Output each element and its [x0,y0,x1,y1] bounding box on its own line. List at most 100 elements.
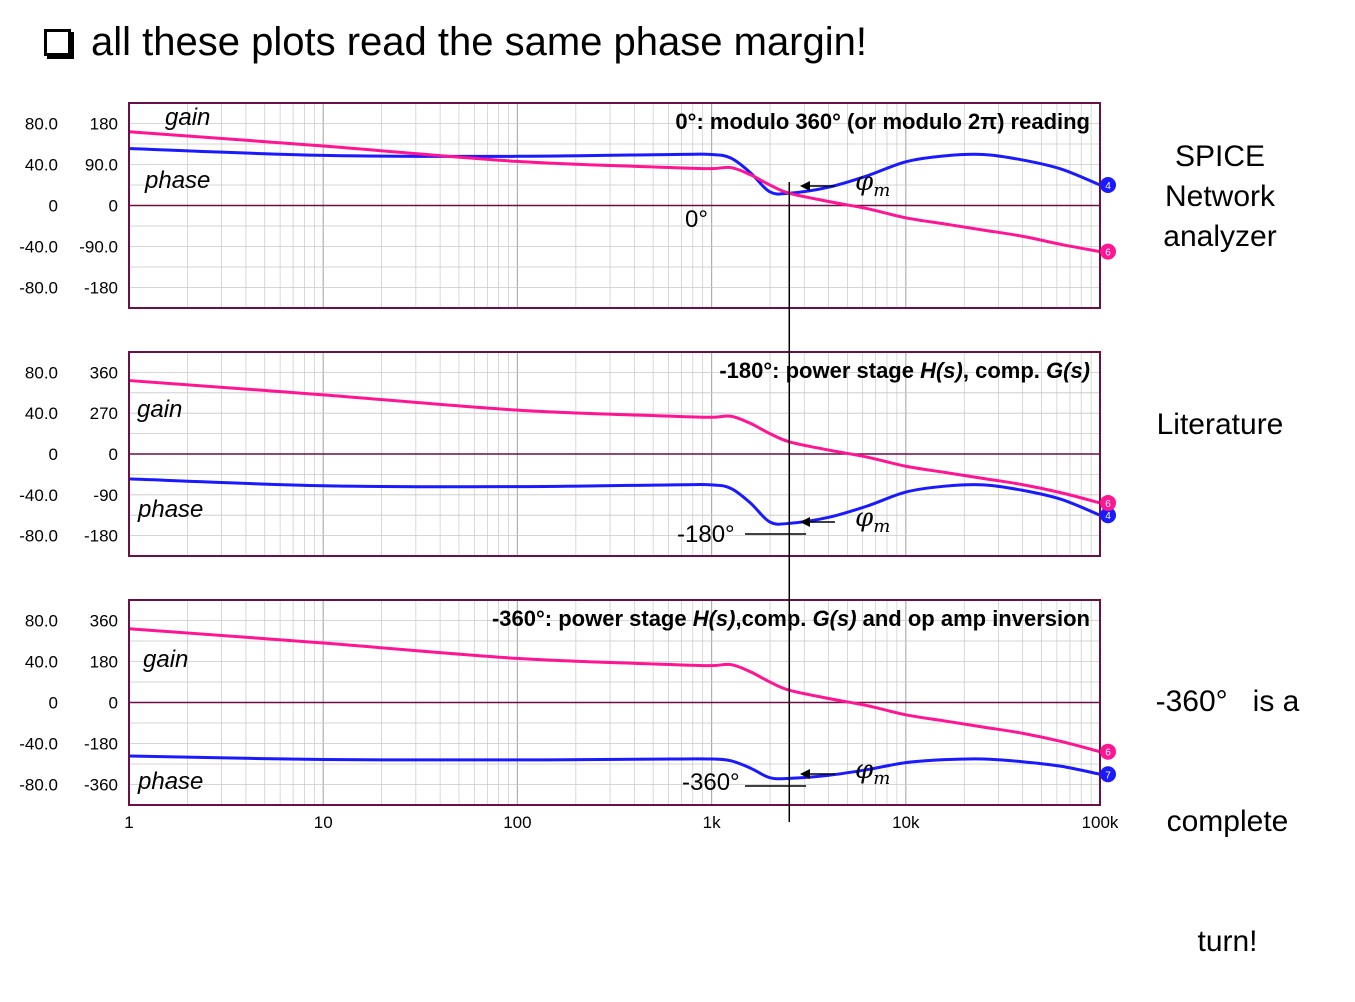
phase-curve [128,477,1101,526]
title-part: G(s) [813,606,857,631]
x-tick-label: 100k [1082,813,1119,832]
title-part: ,comp. [736,606,813,631]
phase-tick-label: 360 [90,363,118,382]
side-line: complete [1166,805,1289,838]
phase-label: phase [144,167,210,194]
phase-tick-label: 270 [90,404,118,423]
panel-1 [128,102,1116,309]
title-part: and op amp inversion [857,606,1090,631]
title-part: -360°: power stage [492,606,693,631]
panel-title: -360°: power stage H(s),comp. G(s) and o… [492,606,1090,631]
gain-tick-label: -80.0 [19,776,58,795]
gain-tick-label: 0 [49,197,58,216]
title-part: G(s) [1046,358,1090,383]
arrow-head [800,517,810,527]
bode-plots: 80.0 180 40.0 90.0 0 0 -40.0 -90.0 -80.0 -180 0°: … [19,102,1119,832]
gain-end-marker [1100,494,1116,511]
side-line: turn! [1197,925,1258,958]
side-text-2: Literature [1130,405,1310,445]
x-tick-label: 10k [892,813,920,832]
gain-label: gain [165,104,210,131]
phase-tick-label: -90.0 [79,238,118,257]
phase-curve [128,147,1101,196]
side-text-1: SPICE Network analyzer [1140,137,1300,257]
phase-curve [128,754,1101,781]
plot-frame [128,599,1101,806]
checkbox-icon [44,29,71,56]
phase-label: phase [137,768,203,795]
gain-tick-label: 80.0 [25,115,58,134]
side-line: Literature [1156,408,1284,441]
gain-end-marker-label: 6 [1105,748,1111,759]
gain-curve [128,627,1101,754]
gain-tick-label: -80.0 [19,279,58,298]
panel-title: -180°: power stage H(s), comp. G(s) [719,358,1090,383]
gain-tick-label: 80.0 [25,363,58,382]
side-line: -360° is a [1155,685,1300,718]
headline: all these plots read the same phase marg… [44,20,867,65]
phase-tick-label: -180 [84,735,118,754]
gain-label: gain [143,646,188,673]
phase-ref-label: -180° [677,521,735,548]
side-line: SPICE [1174,140,1266,173]
gain-tick-label: 40.0 [25,156,58,175]
phase-tick-label: 0 [109,694,118,713]
phase-tick-label: 0 [109,445,118,464]
phase-tick-label: 180 [90,653,118,672]
phase-tick-label: -180 [84,279,118,298]
gain-tick-label: -40.0 [19,735,58,754]
gain-tick-label: 40.0 [25,653,58,672]
phase-tick-label: 180 [90,115,118,134]
phase-margin-subscript: m [873,180,890,201]
phase-end-marker [1100,177,1116,193]
phase-margin-label: φm [855,503,890,537]
phase-ref-label: -360° [682,769,740,796]
phase-margin-label: φm [855,167,890,201]
gain-tick-label: -80.0 [19,527,58,546]
phase-tick-label: 90.0 [85,156,118,175]
panel-2 [128,351,1116,557]
x-tick-label: 1 [124,813,133,832]
gain-tick-label: -40.0 [19,238,58,257]
phase-end-marker-label: 4 [1105,511,1111,522]
phase-tick-label: 360 [90,612,118,631]
gain-curve [128,130,1101,254]
gain-tick-label: 80.0 [25,612,58,631]
title-part: -180°: power stage [719,358,920,383]
gain-tick-label: 0 [49,694,58,713]
phase-end-marker [1100,766,1116,783]
phase-end-marker-label: 7 [1105,770,1111,781]
phase-label: phase [137,496,203,523]
x-tick-label: 1k [703,813,721,832]
phase-tick-label: -360 [84,776,118,795]
phase-tick-label: 0 [109,197,118,216]
gain-tick-label: 0 [49,445,58,464]
side-line: analyzer [1163,220,1277,253]
gain-end-marker-label: 6 [1105,248,1111,259]
gain-label: gain [137,396,182,423]
phase-end-marker [1100,507,1116,524]
gain-tick-label: -40.0 [19,486,58,505]
gain-end-marker [1100,743,1116,760]
side-text-3: -360° is a complete turn! [1135,602,1320,1002]
plot-frame [128,351,1101,557]
x-tick-label: 10 [314,813,333,832]
phase-ref-label: 0° [685,206,708,233]
title-part: H(s) [693,606,736,631]
panel-title: 0°: modulo 360° (or modulo 2π) reading [675,109,1090,134]
gain-tick-label: 40.0 [25,404,58,423]
arrow-head [800,181,810,191]
headline-text: all these plots read the same phase marg… [91,20,867,64]
gain-curve [128,379,1101,505]
panel-3 [128,599,1116,806]
phase-tick-label: -180 [84,527,118,546]
title-part: , comp. [963,358,1046,383]
phase-end-marker-label: 4 [1105,181,1111,192]
gain-end-marker-label: 6 [1105,499,1111,510]
title-part: H(s) [920,358,963,383]
gain-end-marker [1100,243,1116,260]
x-tick-label: 100 [503,813,531,832]
phase-margin-subscript: m [873,516,890,537]
phase-margin-label: φm [855,755,890,789]
phase-margin-subscript: m [873,768,890,789]
